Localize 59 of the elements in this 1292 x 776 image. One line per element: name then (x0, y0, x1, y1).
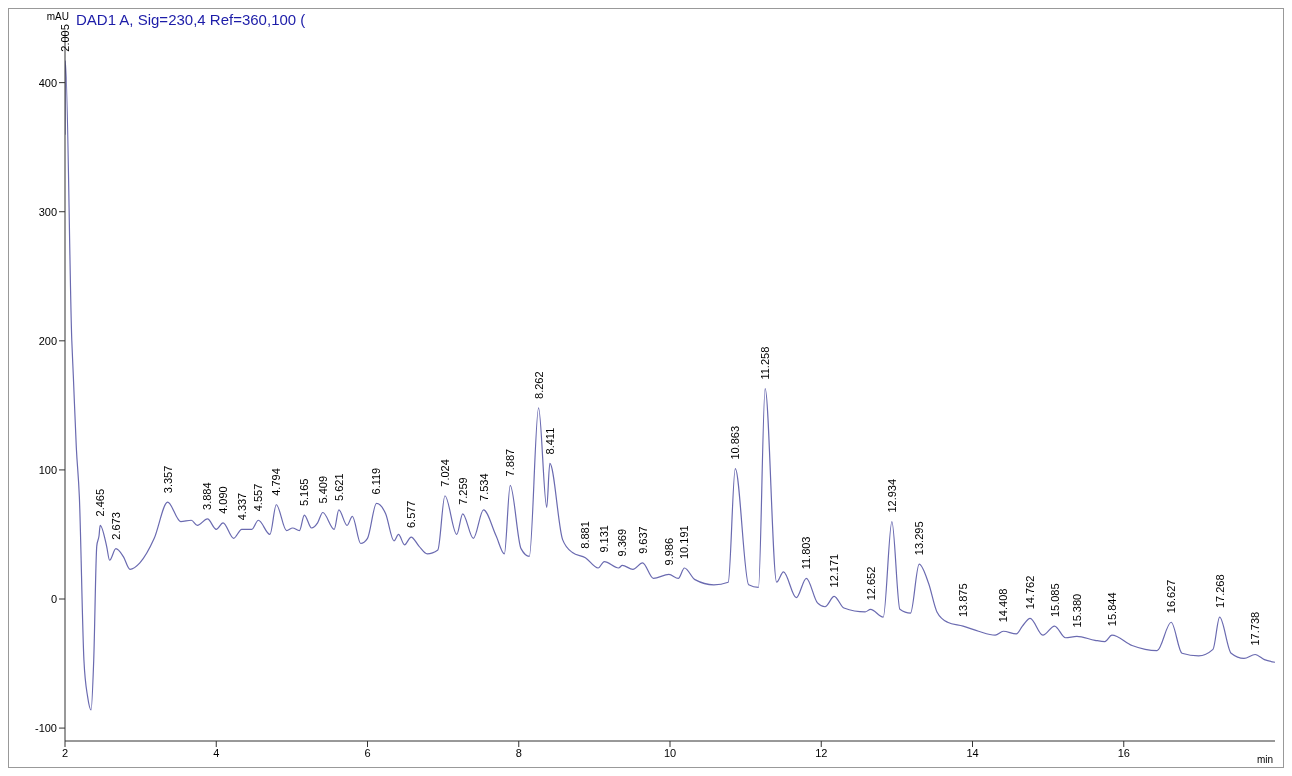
y-tick-label: 200 (38, 334, 57, 347)
annotation: 6.577 (405, 500, 418, 529)
annotation: 14.408 (997, 588, 1010, 623)
x-tick-label: 4 (213, 746, 220, 759)
y-tick-label: 0 (50, 592, 57, 605)
x-tick-label: 8 (515, 746, 522, 759)
chart-title: DAD1 A, Sig=230,4 Ref=360,100 ( (76, 11, 306, 28)
y-axis-title: mAU (46, 11, 69, 23)
annotation: 9.369 (616, 528, 629, 557)
x-tick-label: 6 (364, 746, 371, 759)
annotation: 7.534 (477, 473, 490, 501)
y-tick-label: 100 (38, 463, 57, 476)
annotation: 4.794 (270, 468, 283, 496)
annotation: 9.131 (598, 525, 611, 553)
annotation: 4.090 (217, 486, 230, 514)
annotation: 2.673 (109, 512, 122, 540)
annotation: 5.165 (298, 478, 311, 507)
x-tick-label: 10 (663, 746, 677, 759)
annotation: 8.411 (543, 427, 556, 455)
annotation: 2.005 (59, 24, 72, 52)
annotation: 2.465 (94, 488, 107, 517)
annotation: 5.621 (332, 473, 345, 501)
annotation: 11.258 (759, 346, 772, 380)
annotation: 9.986 (662, 537, 675, 566)
y-tick-label: 300 (38, 205, 57, 218)
annotation: 17.738 (1249, 611, 1262, 646)
x-axis-title: min (1256, 754, 1273, 765)
annotation: 13.295 (913, 521, 926, 556)
annotation: 8.881 (579, 521, 592, 549)
annotation: 7.887 (504, 448, 517, 477)
annotation: 12.171 (828, 553, 841, 588)
annotation: 7.024 (438, 459, 451, 487)
annotation: 3.357 (161, 465, 174, 494)
x-tick-label: 12 (815, 746, 828, 759)
annotation: 8.262 (532, 371, 545, 399)
annotation: 12.652 (864, 566, 877, 601)
annotation: 5.409 (316, 475, 329, 504)
annotation: 10.191 (678, 525, 691, 560)
annotation: 15.085 (1048, 583, 1061, 618)
annotation: 16.627 (1165, 579, 1178, 614)
annotation: 7.259 (456, 477, 469, 505)
annotation: 17.268 (1213, 574, 1226, 609)
y-tick-label: -100 (34, 722, 57, 734)
x-tick-label: 16 (1117, 746, 1130, 759)
annotation: 9.637 (636, 526, 649, 554)
annotation: 4.557 (252, 483, 265, 512)
annotation: 6.119 (370, 467, 383, 495)
annotation: 12.934 (885, 478, 898, 513)
annotation: 4.337 (235, 492, 248, 521)
annotation: 10.863 (729, 425, 742, 460)
annotation: 15.380 (1070, 593, 1083, 628)
annotation: 11.803 (800, 536, 813, 570)
annotation: 15.844 (1105, 592, 1118, 627)
x-tick-label: 2 (61, 746, 69, 759)
annotation: 14.762 (1024, 575, 1037, 610)
annotation: 13.875 (957, 583, 970, 618)
y-tick-label: 400 (38, 76, 57, 89)
x-tick-label: 14 (966, 746, 979, 759)
annotation: 3.884 (201, 482, 214, 510)
